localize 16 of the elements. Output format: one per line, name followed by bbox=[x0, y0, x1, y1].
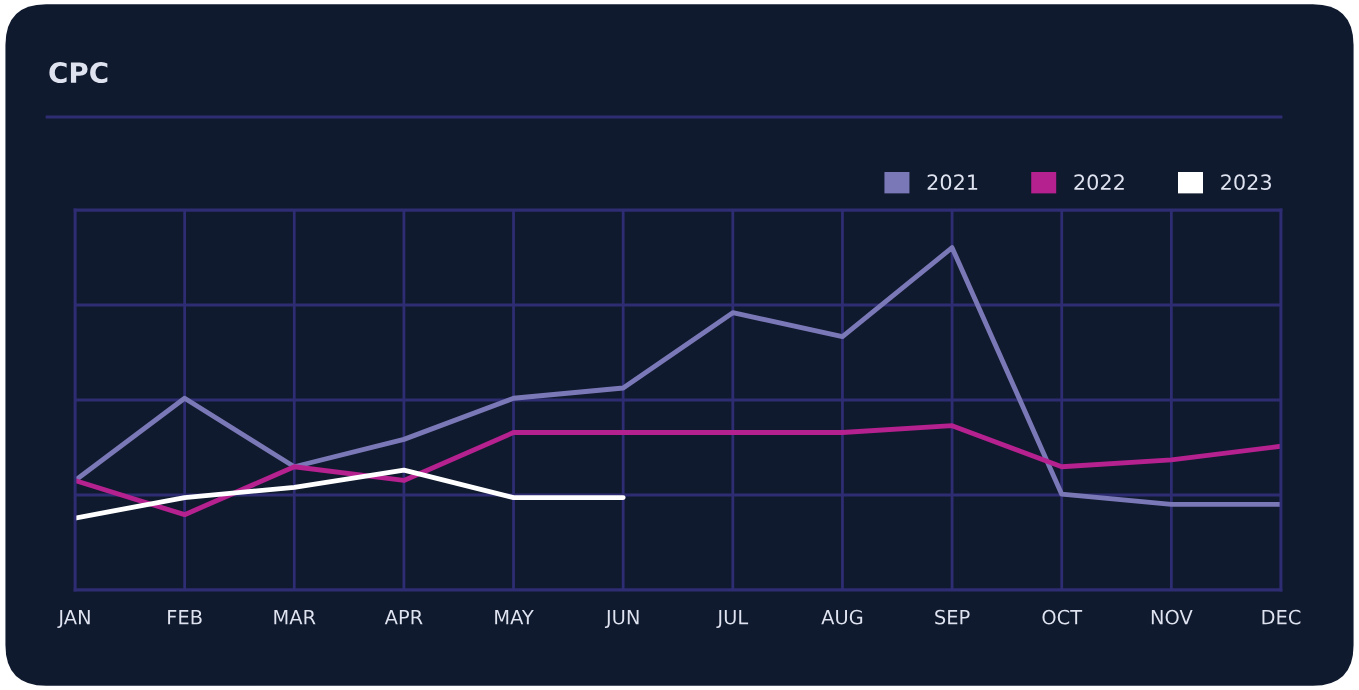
legend-label: 2022 bbox=[1074, 174, 1124, 191]
chart-title: CPC bbox=[49, 62, 108, 84]
x-tick-label: APR bbox=[384, 610, 423, 625]
x-tick-label: JUL bbox=[716, 610, 749, 629]
x-tick-label: OCT bbox=[1042, 609, 1083, 625]
x-tick-label: NOV bbox=[1151, 609, 1193, 625]
legend-label: 2023 bbox=[1221, 174, 1271, 191]
x-tick-label: FEB bbox=[168, 610, 202, 625]
x-tick-label: SEP bbox=[935, 609, 970, 625]
x-tick-label: JAN bbox=[57, 610, 90, 629]
x-tick-label: MAY bbox=[495, 610, 534, 625]
x-tick-label: DEC bbox=[1262, 609, 1301, 625]
legend-label: 2021 bbox=[927, 174, 978, 191]
x-tick-label: AUG bbox=[821, 609, 863, 625]
x-tick-label: MAR bbox=[274, 610, 316, 625]
x-tick-label: JUN bbox=[604, 610, 639, 629]
